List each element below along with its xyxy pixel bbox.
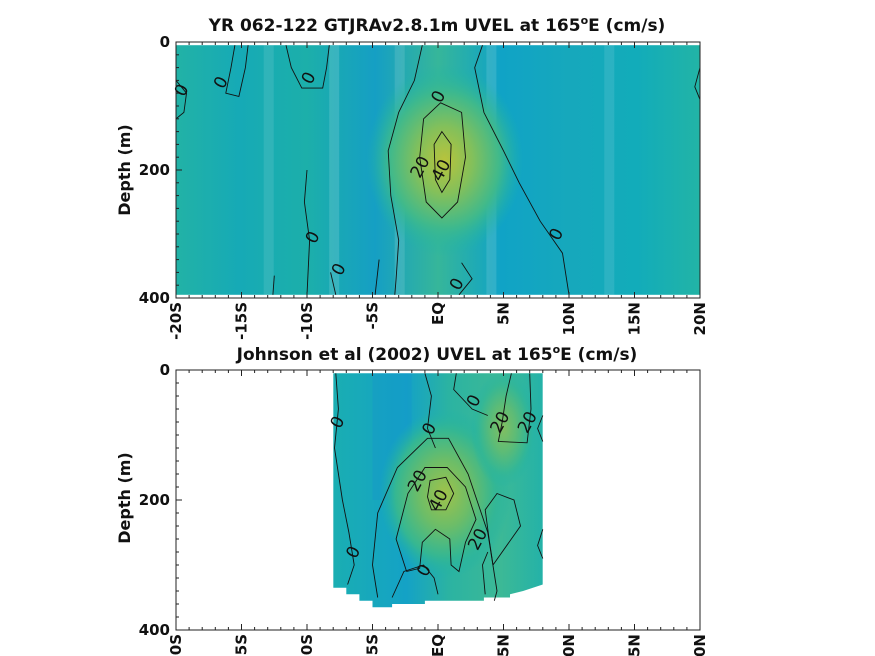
y-tick-label: 0 <box>160 33 170 51</box>
contour-line-20 <box>395 467 477 573</box>
contour-line-40 <box>427 476 455 511</box>
y-axis: 0 200 400 <box>139 33 182 307</box>
x-tick-label: -15S <box>233 634 251 656</box>
observation-panel: Johnson et al (2002) UVEL at 165oE (cm/s… <box>115 343 709 656</box>
y-axis-label: Depth (m) <box>115 124 134 216</box>
x-tick-label: -5S <box>364 634 382 656</box>
contour-line-zero <box>694 67 701 100</box>
contour-line <box>453 373 488 416</box>
x-tick-label: 5N <box>495 302 513 325</box>
x-tick-label: -10S <box>298 302 316 340</box>
field-streak <box>604 45 615 295</box>
contour-line-zero <box>175 80 187 120</box>
contour-line-zero <box>272 275 275 295</box>
surface-jet <box>470 373 537 487</box>
contour-line-zero <box>374 259 380 295</box>
contour-line-zero <box>285 45 330 89</box>
x-tick-label: 10N <box>560 302 578 335</box>
x-tick-label: EQ <box>429 302 447 325</box>
contour-line-zero <box>458 262 473 296</box>
field-streak <box>329 45 340 295</box>
velocity-field <box>333 373 543 608</box>
x-tick-label: 20N <box>691 634 709 656</box>
x-tick-label: -15S <box>233 302 251 340</box>
x-tick-label: 15N <box>626 634 644 656</box>
x-tick-label: 20N <box>691 302 709 335</box>
x-tick-label: -10S <box>298 634 316 656</box>
x-tick-label: -20S <box>167 634 185 656</box>
model-panel: YR 062-122 GTJRAv2.8.1m UVEL at 165oE (c… <box>115 14 709 340</box>
y-tick-label: 200 <box>139 161 170 179</box>
panel-title: YR 062-122 GTJRAv2.8.1m UVEL at 165oE (c… <box>208 14 666 36</box>
x-tick-label: EQ <box>429 634 447 656</box>
contour-lines <box>175 45 701 296</box>
x-tick-label: 10N <box>560 634 578 656</box>
field-streak <box>263 45 274 295</box>
contour-line <box>391 564 439 598</box>
contour-line-20 <box>419 102 466 219</box>
contour-line-40 <box>433 130 452 194</box>
x-tick-label: -20S <box>167 302 185 340</box>
contour-line-zero <box>303 169 311 295</box>
y-tick-label: 400 <box>139 621 170 639</box>
x-axis: -20S -15S -10S -5S EQ 5N 10N 15N 20N <box>167 370 709 656</box>
field-clip <box>333 373 543 608</box>
contour-line-zero <box>387 45 423 295</box>
x-tick-label: 15N <box>626 302 644 335</box>
panel-title: Johnson et al (2002) UVEL at 165oE (cm/s… <box>236 343 638 365</box>
contour-line <box>537 529 544 559</box>
contour-line-zero <box>330 272 337 295</box>
contour-line <box>497 373 532 444</box>
y-tick-label: 0 <box>160 361 170 379</box>
y-tick-label: 400 <box>139 289 170 307</box>
contour-line <box>334 373 355 585</box>
contour-line-zero <box>474 45 570 295</box>
x-axis: -20S -15S -10S -5S EQ 5N 10N 15N 20N <box>167 42 709 340</box>
y-axis-label: Depth (m) <box>115 452 134 544</box>
x-tick-label: -5S <box>364 302 382 329</box>
x-tick-label: 5N <box>495 634 513 656</box>
contour-line-zero <box>225 45 249 97</box>
contour-line <box>372 437 498 601</box>
contour-line <box>537 415 544 442</box>
contour-lines <box>334 373 544 601</box>
y-axis: 0 200 400 <box>139 361 182 639</box>
contour-line <box>482 551 489 595</box>
y-tick-label: 200 <box>139 491 170 509</box>
